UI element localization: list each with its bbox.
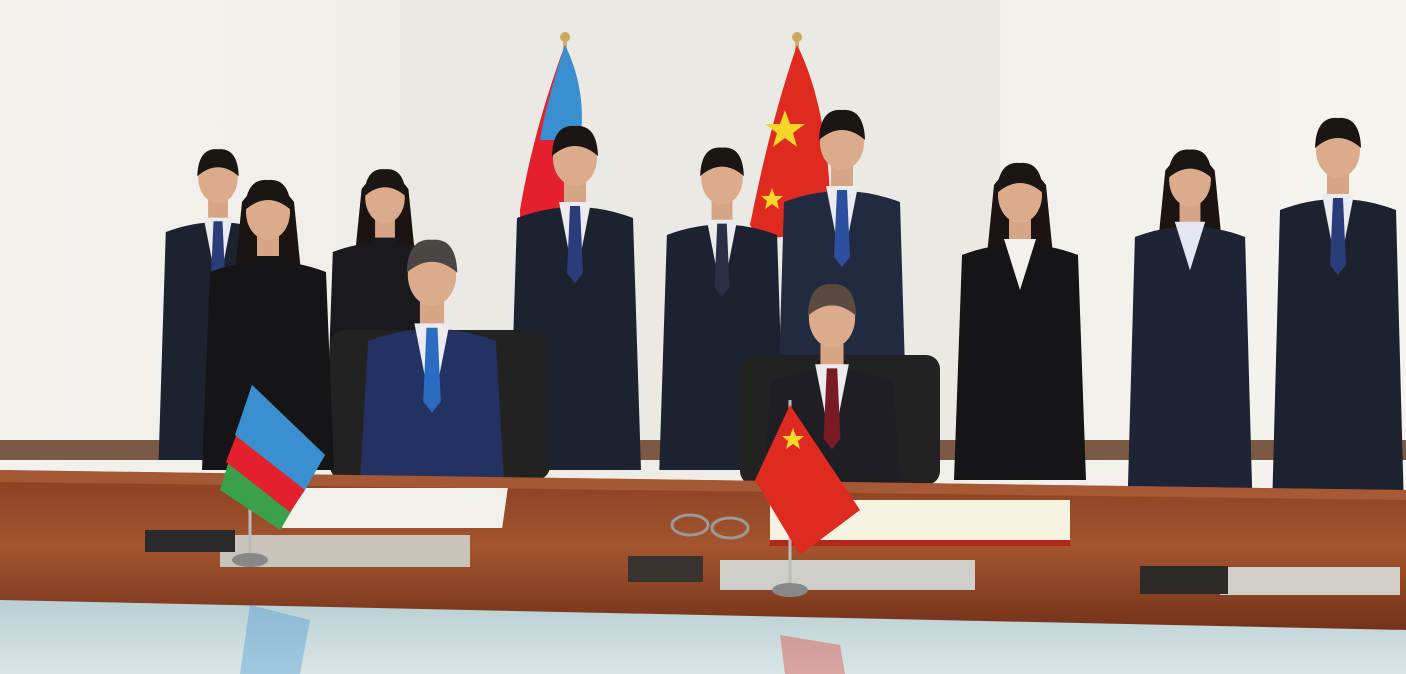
table-part — [1220, 567, 1400, 595]
person-part — [834, 190, 850, 267]
person-part — [252, 256, 284, 307]
person-part — [819, 109, 865, 140]
person-part — [567, 206, 583, 283]
table-part — [282, 488, 508, 528]
person — [1127, 149, 1253, 511]
person-part — [700, 147, 744, 177]
person-part — [954, 244, 1086, 480]
person-part — [406, 239, 458, 273]
person-part — [364, 169, 406, 197]
table-part — [628, 556, 703, 582]
standing-flags-part — [765, 110, 805, 147]
person — [954, 162, 1086, 480]
table — [0, 385, 1406, 674]
standing-flags-part — [560, 32, 570, 42]
table-part — [770, 540, 1070, 546]
person-part — [714, 223, 730, 297]
standing-flags-part — [792, 32, 802, 42]
table-part — [0, 600, 1406, 674]
table-part — [772, 583, 808, 597]
person-part — [1330, 198, 1346, 275]
table-part — [145, 530, 235, 552]
standing-flags-part — [761, 188, 783, 209]
person — [359, 239, 505, 490]
table-part — [1140, 566, 1228, 594]
person-part — [202, 261, 334, 470]
table-part — [782, 428, 804, 449]
person-part — [1174, 221, 1206, 271]
person-part — [197, 149, 239, 177]
person-part — [1127, 226, 1253, 511]
standing-flags-part — [750, 45, 831, 240]
table-part — [240, 605, 310, 674]
table-part — [232, 553, 268, 567]
person — [1272, 117, 1404, 510]
person-part — [1168, 149, 1212, 179]
person-part — [997, 162, 1043, 193]
person-part — [370, 237, 400, 284]
table-part — [720, 560, 975, 590]
person-part — [552, 125, 598, 156]
table-part — [670, 513, 710, 537]
person-part — [1315, 117, 1361, 148]
table-part — [755, 405, 860, 555]
person-part — [423, 327, 441, 413]
table-part — [0, 470, 1406, 500]
person-part — [1272, 199, 1404, 510]
table-part — [235, 385, 325, 490]
table-part — [780, 635, 845, 674]
table-part — [710, 516, 750, 540]
standing-flags-part — [540, 45, 582, 140]
person-part — [245, 179, 291, 210]
people — [158, 109, 1404, 511]
person — [202, 179, 334, 470]
table-part — [226, 436, 305, 512]
person-part — [1004, 239, 1036, 290]
person-part — [807, 284, 857, 316]
person-part — [823, 368, 841, 450]
